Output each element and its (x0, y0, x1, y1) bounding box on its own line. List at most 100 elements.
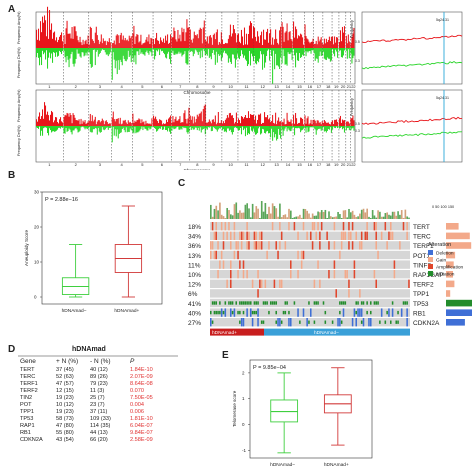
loss-bar (220, 126, 222, 128)
gain-bar (86, 122, 88, 126)
x-category-label: hDNAmad− (62, 308, 87, 314)
oncoprint-cell (293, 301, 296, 305)
gain-bar (298, 35, 300, 48)
loss-bar (276, 126, 278, 141)
oncoprint-cell (240, 301, 243, 305)
oncoprint-cell (342, 222, 345, 231)
gain-bar (170, 34, 172, 48)
loss-bar (254, 126, 256, 132)
gain-bar (116, 34, 118, 48)
oncoprint-cell (406, 231, 408, 240)
loss-bar (189, 126, 191, 128)
loss-bar (219, 126, 221, 129)
loss-bar (269, 48, 271, 61)
gain-bar (160, 37, 162, 48)
gain-bar (130, 123, 132, 126)
gain-bar (336, 119, 338, 126)
loss-bar (346, 126, 348, 128)
loss-bar (61, 48, 63, 55)
gain-bar (39, 40, 41, 48)
loss-bar (306, 48, 308, 52)
oncoprint-cell (406, 308, 408, 317)
loss-bar (70, 126, 72, 133)
loss-bar (310, 126, 312, 127)
oncoprint-cell (240, 241, 243, 250)
alteration-count-bar (279, 203, 281, 219)
loss-bar (163, 126, 165, 130)
gain-bar (71, 27, 73, 48)
loss-bar (73, 48, 75, 67)
oncoprint-cell (364, 231, 367, 240)
oncoprint-cell (253, 301, 256, 305)
loss-bar (136, 48, 138, 52)
loss-bar (59, 126, 61, 128)
oncoprint-cell (240, 231, 243, 240)
loss-bar (239, 48, 242, 57)
loss-bar (129, 48, 131, 56)
oncoprint-cell (255, 231, 257, 240)
gain-bar (111, 43, 113, 48)
panel-a-plot: 1 2 3 4 5 6 7 8 9 10 11 12 13 14 15 16 17 18 19 20 21 22Chrom… (17, 6, 463, 170)
gain-bar (252, 26, 255, 48)
gain-bar (199, 27, 201, 48)
loss-bar (162, 126, 164, 130)
plot-frame (41, 191, 163, 305)
loss-bar (137, 48, 139, 52)
loss-bar (213, 48, 215, 55)
gain-bar (321, 42, 323, 48)
gain-bar (147, 41, 149, 48)
loss-bar (210, 126, 212, 132)
gain-bar (201, 43, 203, 48)
loss-bar (242, 48, 245, 58)
loss-bar (261, 126, 263, 134)
oncoprint-cell (230, 241, 232, 250)
gain-bar (195, 118, 197, 126)
gain-bar (337, 37, 339, 48)
loss-bar (132, 48, 134, 58)
loss-bar (298, 48, 300, 61)
oncoprint-cell (237, 310, 239, 315)
alteration-count-bar (388, 214, 390, 219)
loss-bar (83, 48, 85, 57)
loss-bar (191, 48, 193, 52)
gain-bar (41, 116, 43, 126)
loss-bar (255, 126, 257, 135)
loss-bar (294, 48, 296, 56)
gain-bar (275, 112, 277, 126)
oncoprint-cell (239, 310, 241, 315)
loss-bar (280, 126, 282, 139)
loss-bar (322, 126, 324, 128)
loss-bar (220, 48, 222, 61)
gain-bar (218, 42, 220, 48)
gain-bar (185, 32, 187, 48)
loss-bar (202, 126, 204, 130)
gain-bar (75, 120, 77, 126)
gain-bar (72, 38, 74, 48)
gain-bar (326, 122, 328, 126)
gain-bar (247, 111, 250, 126)
oncoprint-cell (210, 318, 212, 327)
oncoprint-cell (310, 308, 312, 317)
loss-bar (222, 48, 224, 53)
loss-bar (197, 126, 199, 128)
loss-bar (80, 48, 82, 58)
gain-bar (183, 113, 185, 126)
loss-bar (136, 126, 138, 133)
zoom-locus-label: 5q24.31 (436, 96, 449, 100)
gain-bar (294, 37, 296, 48)
gain-bar (134, 44, 136, 48)
loss-bar (277, 126, 279, 139)
gain-bar (335, 119, 337, 126)
gain-bar (213, 121, 215, 126)
loss-bar (196, 126, 198, 131)
loss-bar (243, 126, 246, 129)
chromosome-tick-label: 16 (308, 84, 313, 89)
loss-bar (270, 48, 272, 51)
gain-bar (228, 35, 230, 48)
oncoprint-cell (360, 308, 363, 317)
table-cell: TIN2 (20, 395, 33, 401)
legend-label: Amplification (436, 265, 464, 271)
gain-bar (86, 43, 88, 48)
gain-bar (261, 31, 263, 48)
